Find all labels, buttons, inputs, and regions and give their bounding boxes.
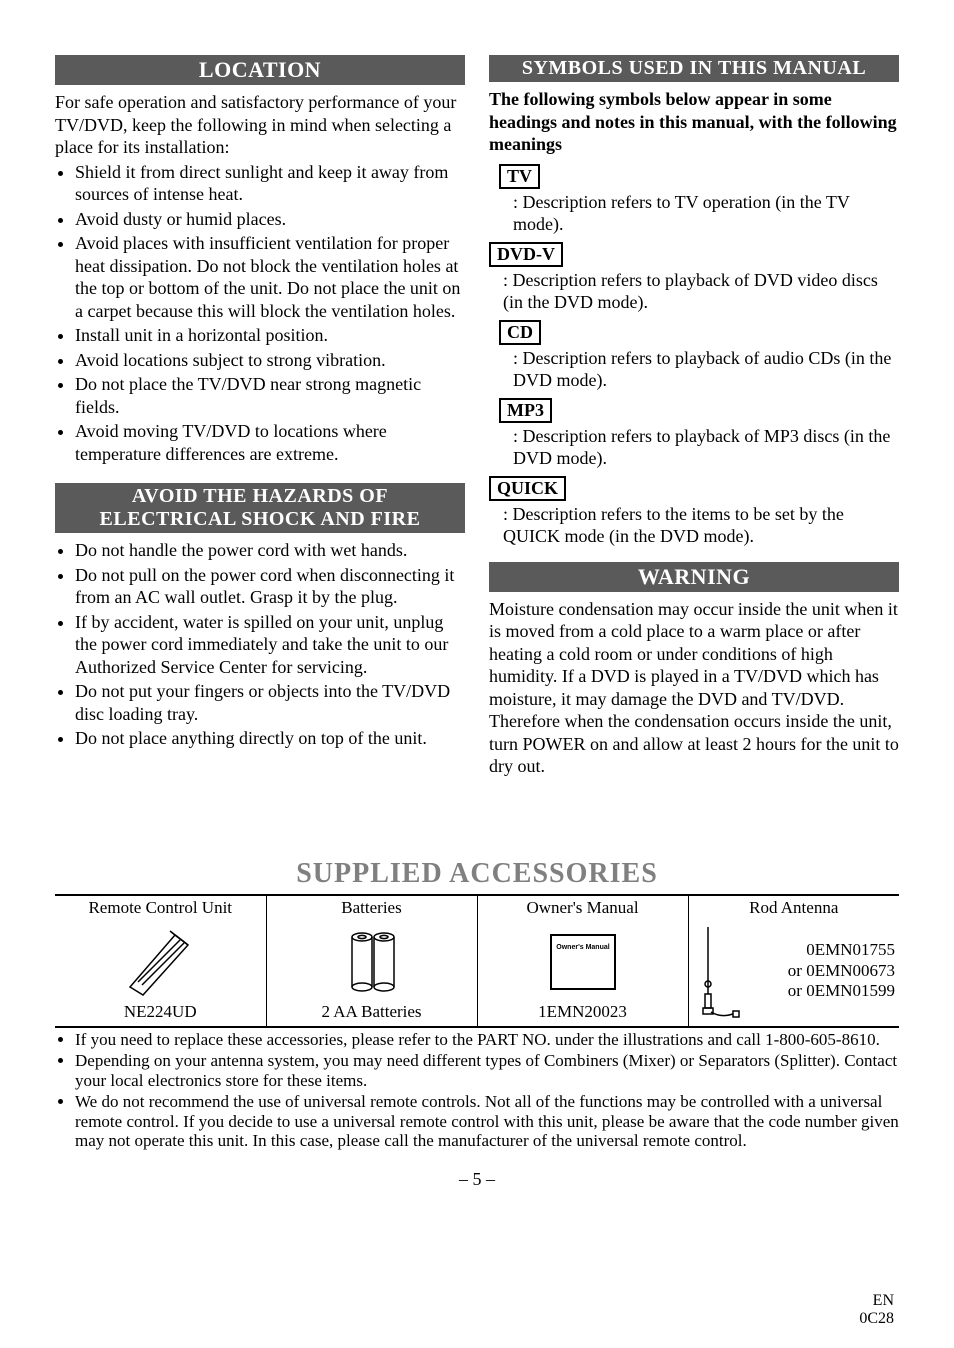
symbol-desc: : Description refers to TV operation (in… (513, 191, 899, 236)
hazards-header: AVOID THE HAZARDS OF ELECTRICAL SHOCK AN… (55, 483, 465, 533)
list-item: Do not pull on the power cord when disco… (75, 564, 465, 609)
table-row-labels: Remote Control Unit Batteries Owner's Ma… (55, 896, 899, 920)
location-list: Shield it from direct sunlight and keep … (55, 161, 465, 466)
partno-line: or 0EMN00673 (743, 961, 896, 981)
right-column: SYMBOLS USED IN THIS MANUAL The followin… (489, 55, 899, 778)
acc-label: Rod Antenna (688, 896, 899, 920)
acc-cell: Owner's Manual 1EMN20023 (477, 920, 688, 1026)
booklet-text: Owner's Manual (556, 944, 609, 951)
symbols-header: SYMBOLS USED IN THIS MANUAL (489, 55, 899, 82)
list-item: Shield it from direct sunlight and keep … (75, 161, 465, 206)
hazards-title-line2: ELECTRICAL SHOCK AND FIRE (100, 508, 421, 530)
location-header: LOCATION (55, 55, 465, 85)
symbol-desc: : Description refers to playback of audi… (513, 347, 899, 392)
batteries-icon (271, 922, 473, 1002)
list-item: Do not handle the power cord with wet ha… (75, 539, 465, 562)
hazards-list: Do not handle the power cord with wet ha… (55, 539, 465, 750)
location-intro: For safe operation and satisfactory perf… (55, 91, 465, 159)
page-number: – 5 – (55, 1169, 899, 1190)
symbol-entry: MP3 : Description refers to playback of … (499, 396, 899, 470)
left-column: LOCATION For safe operation and satisfac… (55, 55, 465, 778)
two-column-layout: LOCATION For safe operation and satisfac… (55, 55, 899, 778)
symbol-desc: : Description refers to playback of DVD … (503, 269, 899, 314)
remote-control-icon (59, 922, 262, 1002)
footer-en: EN (859, 1292, 894, 1310)
acc-label: Remote Control Unit (55, 896, 266, 920)
supplied-title: SUPPLIED ACCESSORIES (55, 858, 899, 890)
list-item: If you need to replace these accessories… (75, 1030, 899, 1050)
symbol-desc: : Description refers to the items to be … (503, 503, 899, 548)
acc-label: Owner's Manual (477, 896, 688, 920)
warning-header: WARNING (489, 562, 899, 592)
acc-cell: 2 AA Batteries (266, 920, 477, 1026)
symbol-entry: TV : Description refers to TV operation … (499, 162, 899, 236)
symbol-box-cd: CD (499, 320, 541, 345)
symbol-box-quick: QUICK (489, 476, 566, 501)
owners-manual-icon: Owner's Manual (482, 922, 684, 1002)
rod-antenna-icon (693, 922, 743, 1022)
symbol-desc: : Description refers to playback of MP3 … (513, 425, 899, 470)
acc-cell: NE224UD (55, 920, 266, 1026)
symbols-intro: The following symbols below appear in so… (489, 88, 899, 156)
table-row-images: NE224UD (55, 920, 899, 1026)
accessories-table: Remote Control Unit Batteries Owner's Ma… (55, 896, 899, 1026)
divider (55, 1026, 899, 1028)
list-item: Do not place anything directly on top of… (75, 727, 465, 750)
symbol-entry: CD : Description refers to playback of a… (499, 318, 899, 392)
list-item: We do not recommend the use of universal… (75, 1092, 899, 1151)
accessory-notes: If you need to replace these accessories… (55, 1030, 899, 1151)
footer-codes: EN 0C28 (859, 1292, 894, 1328)
acc-partno: NE224UD (59, 1002, 262, 1024)
acc-partno: 2 AA Batteries (271, 1002, 473, 1024)
partno-line: 0EMN01755 (743, 940, 896, 960)
footer-code: 0C28 (859, 1310, 894, 1328)
warning-body: Moisture condensation may occur inside t… (489, 598, 899, 778)
symbol-box-dvdv: DVD-V (489, 242, 563, 267)
list-item: Avoid places with insufficient ventilati… (75, 232, 465, 322)
symbol-box-mp3: MP3 (499, 398, 552, 423)
list-item: Install unit in a horizontal position. (75, 324, 465, 347)
list-item: Do not put your fingers or objects into … (75, 680, 465, 725)
hazards-title-line1: AVOID THE HAZARDS OF (132, 485, 388, 507)
manual-page: LOCATION For safe operation and satisfac… (0, 0, 954, 1348)
list-item: Do not place the TV/DVD near strong magn… (75, 373, 465, 418)
antenna-partnos: 0EMN01755 or 0EMN00673 or 0EMN01599 (743, 940, 896, 1021)
symbol-box-tv: TV (499, 164, 540, 189)
list-item: Avoid locations subject to strong vibrat… (75, 349, 465, 372)
acc-partno: 1EMN20023 (482, 1002, 684, 1024)
partno-line: or 0EMN01599 (743, 981, 896, 1001)
symbol-entry: QUICK : Description refers to the items … (489, 474, 899, 548)
symbol-entry: DVD-V : Description refers to playback o… (489, 240, 899, 314)
list-item: If by accident, water is spilled on your… (75, 611, 465, 679)
list-item: Avoid moving TV/DVD to locations where t… (75, 420, 465, 465)
list-item: Depending on your antenna system, you ma… (75, 1051, 899, 1090)
acc-cell: 0EMN01755 or 0EMN00673 or 0EMN01599 (688, 920, 899, 1026)
list-item: Avoid dusty or humid places. (75, 208, 465, 231)
acc-label: Batteries (266, 896, 477, 920)
